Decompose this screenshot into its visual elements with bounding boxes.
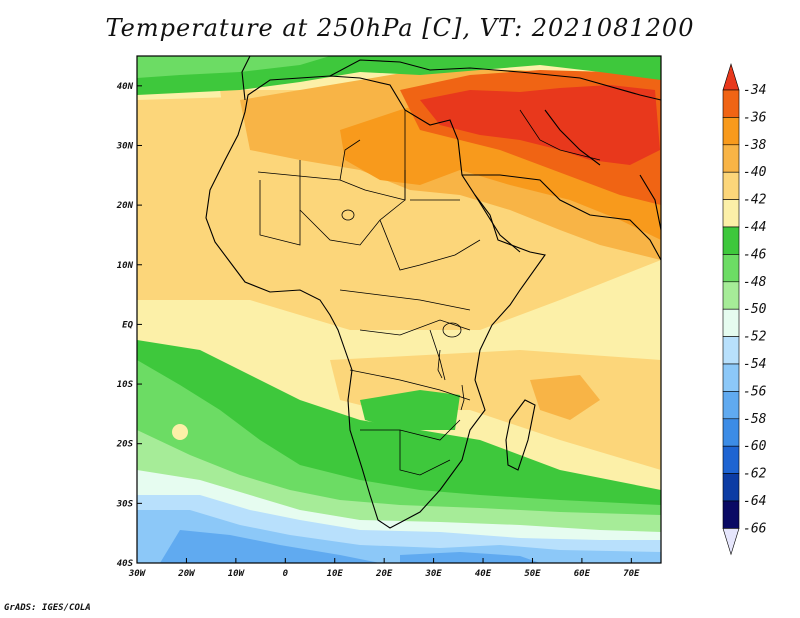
colorbar-swatch: [722, 473, 740, 502]
colorbar-swatch: [722, 445, 740, 474]
border-south-africa: [399, 430, 451, 476]
lat-tick-label: 10N: [117, 261, 134, 271]
field-blob-west-atlantic: [172, 424, 188, 440]
border-mali: [259, 180, 301, 246]
field-band-minus48-north: [137, 56, 330, 78]
colorbar-level-label: -40: [743, 165, 767, 180]
colorbar-level-label: -66: [743, 521, 767, 536]
colorbar-level-label: -44: [743, 220, 766, 235]
lon-tick-label: 10W: [228, 569, 246, 579]
colorbar-swatch: [722, 363, 740, 392]
border-niger-chad: [299, 160, 406, 246]
colorbar-level-label: -64: [743, 494, 766, 509]
colorbar-over-arrow: [722, 62, 740, 91]
colorbar-swatch: [722, 281, 740, 310]
border-algeria-libya: [339, 139, 361, 181]
colorbar-under-arrow: [722, 528, 740, 556]
lake-malawi: [460, 384, 465, 411]
colorbar-swatch: [722, 144, 740, 173]
border-congo: [359, 319, 471, 336]
arabia-coastline: [462, 174, 662, 261]
lat-tick-label: 10S: [117, 380, 134, 390]
lon-tick-label: 20W: [177, 569, 196, 579]
lat-tick-label: 40S: [117, 559, 134, 569]
colorbar-level-label: -46: [743, 247, 767, 262]
border-great-lakes: [429, 329, 446, 381]
colorbar-level-label: -56: [743, 384, 767, 399]
lon-tick-label: 50E: [524, 569, 541, 579]
red-sea-coast: [474, 194, 521, 253]
colorbar-level-label: -54: [743, 357, 766, 372]
lat-tick-label: 20S: [116, 440, 134, 450]
lat-tick-label: 40N: [117, 82, 134, 92]
temperature-field: [137, 56, 661, 563]
lat-tick-label: 20N: [116, 201, 134, 211]
border-central-africa: [339, 289, 471, 311]
lon-tick-label: 40E: [475, 569, 492, 579]
iberia-coast: [241, 55, 251, 101]
colorbar-level-label: -48: [743, 275, 767, 290]
colorbar-level-label: -62: [743, 467, 767, 482]
colorbar-swatch: [722, 500, 740, 529]
field-band-minus58: [160, 530, 380, 563]
map-title: Temperature at 250hPa [C], VT: 202108120…: [105, 14, 695, 42]
lat-tick-label: 30N: [116, 141, 134, 151]
border-namibia-botswana: [360, 419, 461, 441]
colorbar-level-label: -38: [743, 138, 767, 153]
lon-tick-label: 70E: [623, 569, 640, 579]
country-borders: [257, 109, 601, 476]
colorbar-swatch: [722, 418, 740, 447]
lon-tick-label: 10E: [327, 569, 344, 579]
map-frame: [136, 55, 662, 564]
lake-victoria: [442, 322, 462, 338]
colorbar-swatch: [722, 171, 740, 200]
colorbar-swatch: [722, 199, 740, 228]
lon-tick-label: 20E: [375, 569, 393, 579]
colorbar-level-label: -58: [743, 412, 767, 427]
africa-coastline: [205, 75, 546, 529]
lon-tick-label: 0: [283, 569, 289, 579]
border-middle-east: [519, 109, 601, 161]
lakes: [341, 209, 465, 411]
field-band-minus58-east: [400, 552, 540, 563]
lake-chad: [341, 209, 355, 221]
colorbar-level-label: -34: [743, 83, 766, 98]
colorbar-swatch: [722, 336, 740, 365]
coastlines: [205, 55, 662, 529]
field-band-minus34: [420, 85, 660, 165]
colorbar-swatch: [722, 308, 740, 337]
colorbar-level-label: -52: [743, 330, 767, 345]
colorbar-level-label: -50: [743, 302, 767, 317]
colorbar-level-label: -42: [743, 193, 767, 208]
colorbar-level-label: -60: [743, 439, 767, 454]
colorbar-swatch: [722, 89, 740, 118]
colorbar-swatch: [722, 226, 740, 255]
madagascar-coastline: [505, 399, 536, 471]
lon-tick-label: 30W: [128, 569, 147, 579]
colorbar-swatch: [722, 391, 740, 420]
border-sudan: [379, 219, 481, 271]
longitude-axis: 30W 20W 10W 0 10E 20E 30E 40E 50E 60E 70E: [128, 558, 640, 579]
mediterranean-north-coast: [329, 59, 662, 101]
field-band-minus40-ocean: [530, 375, 600, 420]
lake-tanganyika: [437, 349, 443, 379]
colorbar-swatch: [722, 117, 740, 146]
field-band-minus46-interior: [360, 390, 460, 430]
colorbar-swatch: [722, 254, 740, 283]
lat-tick-label: EQ: [122, 320, 133, 330]
lon-tick-label: 30E: [424, 569, 442, 579]
lat-tick-label: 30S: [116, 499, 134, 509]
footer-credit: GrADS: IGES/COLA: [4, 603, 91, 613]
colorbar: -34 -36 -38 -40 -42 -44 -46 -48 -50 -52 -54 -56 -58 -…: [722, 62, 767, 556]
lon-tick-label: 60E: [574, 569, 591, 579]
colorbar-level-label: -36: [743, 110, 767, 125]
latitude-axis: 40N 30N 20N 10N EQ 10S 20S 30S 40S: [116, 82, 142, 569]
border-angola-zambia: [349, 369, 471, 401]
india-coast: [639, 174, 662, 231]
